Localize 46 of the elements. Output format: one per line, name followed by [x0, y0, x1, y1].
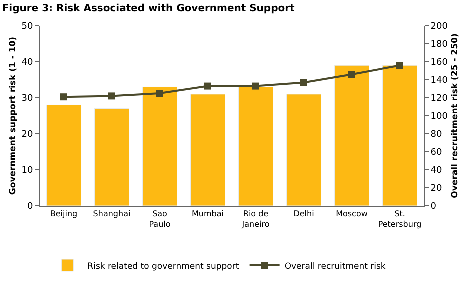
y2-tick-label: 160 [430, 58, 448, 68]
y2-tick-label: 100 [430, 112, 448, 122]
y-tick-label: 30 [22, 94, 34, 104]
x-tick-label: Rio de Janeiro [241, 210, 270, 229]
y2-tick-label: 140 [430, 76, 448, 86]
bar [334, 65, 370, 206]
y-tick-label: 40 [22, 58, 34, 68]
point [60, 94, 68, 101]
point [252, 82, 260, 90]
chart-title: Figure 3: Risk Associated with Government Support [2, 3, 296, 14]
legend-label: Risk related to government support [88, 262, 240, 272]
y2-tick-label: 0 [430, 202, 437, 212]
point [108, 92, 116, 100]
point [396, 62, 404, 70]
y2-axis-title: Overall recruitment risk (25 - 250) [450, 34, 461, 198]
x-tick-label: Shanghai [93, 210, 131, 219]
bar [190, 94, 226, 206]
y2-tick-label: 40 [430, 166, 443, 176]
legend-label: Overall recruitment risk [284, 262, 386, 272]
x-tick-label: St. Petersburg [378, 210, 422, 229]
y2-tick-label: 80 [430, 130, 443, 140]
point [204, 82, 212, 90]
bar [46, 104, 82, 206]
bar [382, 65, 418, 206]
x-tick-label: Delhi [294, 210, 314, 219]
y2-tick-label: 60 [430, 148, 443, 158]
point [300, 79, 308, 86]
bar [238, 86, 274, 206]
x-tick-label: Mumbai [192, 210, 224, 219]
y-axis-title: Government support risk (1 - 10) [8, 36, 18, 196]
bar [94, 108, 130, 206]
y-tick-label: 50 [22, 22, 34, 32]
y-tick-label: 10 [22, 166, 34, 176]
y2-tick-label: 200 [430, 22, 448, 32]
y2-tick-label: 120 [430, 94, 448, 104]
x-tick-label: Sao Paulo [149, 210, 171, 229]
point [156, 90, 164, 97]
y-tick-label: 0 [27, 202, 34, 212]
y2-tick-label: 180 [430, 40, 448, 50]
x-tick-label: Beijing [50, 210, 78, 219]
y2-tick-label: 20 [430, 184, 443, 194]
bar [142, 86, 178, 206]
point [348, 71, 356, 78]
bar [286, 94, 322, 206]
y-tick-label: 20 [22, 130, 34, 140]
x-tick-label: Moscow [336, 210, 368, 219]
